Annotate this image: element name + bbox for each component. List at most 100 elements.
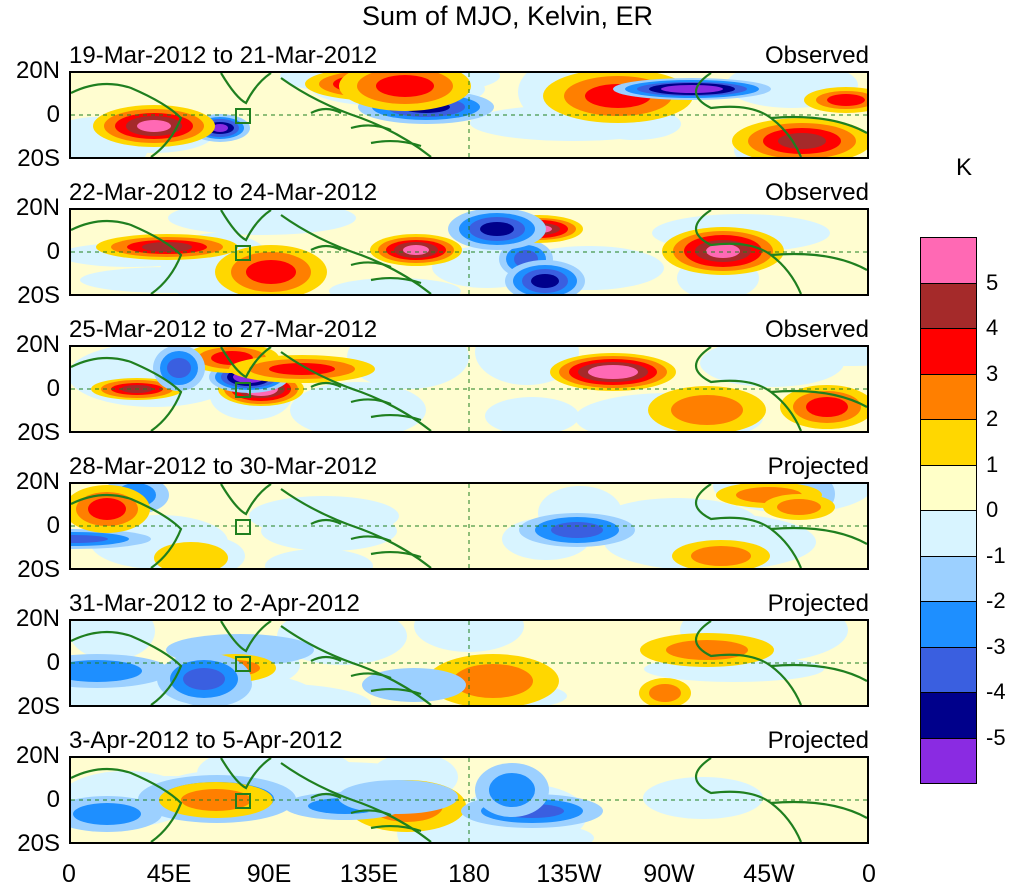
maritime-islands (310, 107, 422, 148)
latitude-label: 0 (46, 101, 60, 128)
longitude-label: 0 (862, 860, 876, 888)
latitude-label: 20S (17, 556, 60, 583)
latitude-label: 20S (17, 282, 60, 309)
anomaly-contour (673, 86, 711, 92)
colorbar-divider (920, 737, 977, 739)
panel-status: Projected (767, 453, 869, 480)
colorbar-tick-label: -1 (986, 542, 1006, 568)
colorbar-divider (920, 373, 977, 375)
africa-coast (71, 630, 183, 705)
latitude-label: 20N (15, 57, 60, 84)
africa-coast (71, 82, 183, 157)
anomaly-contour (666, 640, 748, 660)
coastlines (71, 484, 867, 568)
anomaly-contour (827, 94, 865, 106)
americas-coast (694, 73, 803, 157)
maritime-islands (310, 655, 422, 696)
panel-date-range: 3-Apr-2012 to 5-Apr-2012 (69, 727, 343, 754)
latitude-label: 0 (46, 649, 60, 676)
anomaly-map-panel (69, 71, 869, 159)
latitude-label: 20N (15, 742, 60, 769)
anomaly-contour (347, 347, 469, 389)
anomaly-contour (269, 363, 335, 375)
anomaly-contour (403, 245, 429, 255)
colorbar-divider (920, 237, 977, 238)
anomaly-contour (88, 498, 126, 520)
colorbar-divider (920, 783, 977, 784)
south-america-coast (770, 663, 867, 682)
anomaly-contour (777, 499, 821, 515)
colorbar-tick-label: 0 (986, 497, 999, 522)
anomaly-map-panel (69, 619, 869, 707)
latitude-label: 20S (17, 145, 60, 172)
colorbar-tick-label: -5 (986, 724, 1006, 750)
anomaly-contour (598, 367, 628, 377)
maritime-islands (310, 381, 422, 422)
longitude-label: 0 (62, 860, 76, 888)
south-america-coast (770, 800, 867, 819)
anomaly-contour (212, 124, 228, 132)
anomaly-contour (376, 75, 434, 97)
colorbar-tick-label: 3 (986, 360, 999, 386)
anomaly-contour (643, 777, 763, 819)
anomaly-contour (649, 684, 681, 702)
reference-box (235, 382, 251, 398)
anomaly-contour (71, 535, 108, 543)
latitude-label: 20N (15, 468, 60, 495)
anomaly-contour (71, 621, 155, 660)
latitude-label: 20S (17, 419, 60, 446)
anomaly-contour (290, 382, 426, 431)
colorbar-segment (920, 601, 977, 647)
anomaly-contour (137, 120, 171, 132)
colorbar-segment (920, 282, 977, 328)
panel-status: Observed (764, 316, 869, 343)
longitude-label: 135E (339, 860, 399, 888)
colorbar-divider (920, 328, 977, 329)
americas-coast (694, 484, 803, 568)
anomaly-map-panel (69, 345, 869, 433)
anomaly-contour (806, 397, 848, 417)
colorbar-unit: K (956, 154, 973, 181)
anomaly-contour (489, 773, 535, 807)
colorbar-divider (920, 692, 977, 693)
anomaly-map-panel (69, 482, 869, 570)
longitude-label: 180 (448, 860, 490, 888)
maritime-islands (310, 244, 422, 285)
reference-box (235, 793, 251, 809)
latitude-label: 20N (15, 194, 60, 221)
longitude-label: 90W (643, 860, 695, 888)
anomaly-contour (551, 522, 603, 538)
latitude-label: 0 (46, 786, 60, 813)
anomaly-contour (183, 668, 225, 690)
india-coast (220, 73, 272, 105)
panel-date-range: 22-Mar-2012 to 24-Mar-2012 (69, 179, 378, 206)
anomaly-contour (142, 242, 192, 252)
india-coast (220, 210, 272, 242)
colorbar-tick-label: 2 (986, 406, 999, 431)
anomaly-contour (414, 621, 524, 652)
panel-status: Observed (764, 42, 869, 69)
colorbar-segment (920, 464, 977, 510)
anomaly-contour (168, 210, 356, 235)
anomaly-contour (485, 397, 579, 431)
colorbar-divider (920, 601, 977, 602)
latitude-label: 20S (17, 693, 60, 720)
anomaly-contour (167, 358, 191, 378)
panel-date-range: 28-Mar-2012 to 30-Mar-2012 (69, 453, 378, 480)
panel-date-range: 19-Mar-2012 to 21-Mar-2012 (69, 42, 378, 69)
colorbar-divider (920, 464, 977, 466)
panel-status: Projected (767, 727, 869, 754)
reference-box (235, 108, 251, 124)
colorbar-segment (920, 737, 977, 783)
colorbar-divider (920, 419, 977, 420)
panel-date-range: 25-Mar-2012 to 27-Mar-2012 (69, 316, 378, 343)
india-coast (220, 484, 272, 516)
anomaly-map-panel (69, 756, 869, 844)
africa-coast (71, 493, 183, 568)
coastlines (71, 210, 867, 294)
africa-coast (71, 219, 183, 294)
colorbar-segment (920, 373, 977, 419)
anomaly-contour (329, 278, 461, 294)
anomaly-contour (249, 496, 399, 536)
panel-status: Observed (764, 179, 869, 206)
